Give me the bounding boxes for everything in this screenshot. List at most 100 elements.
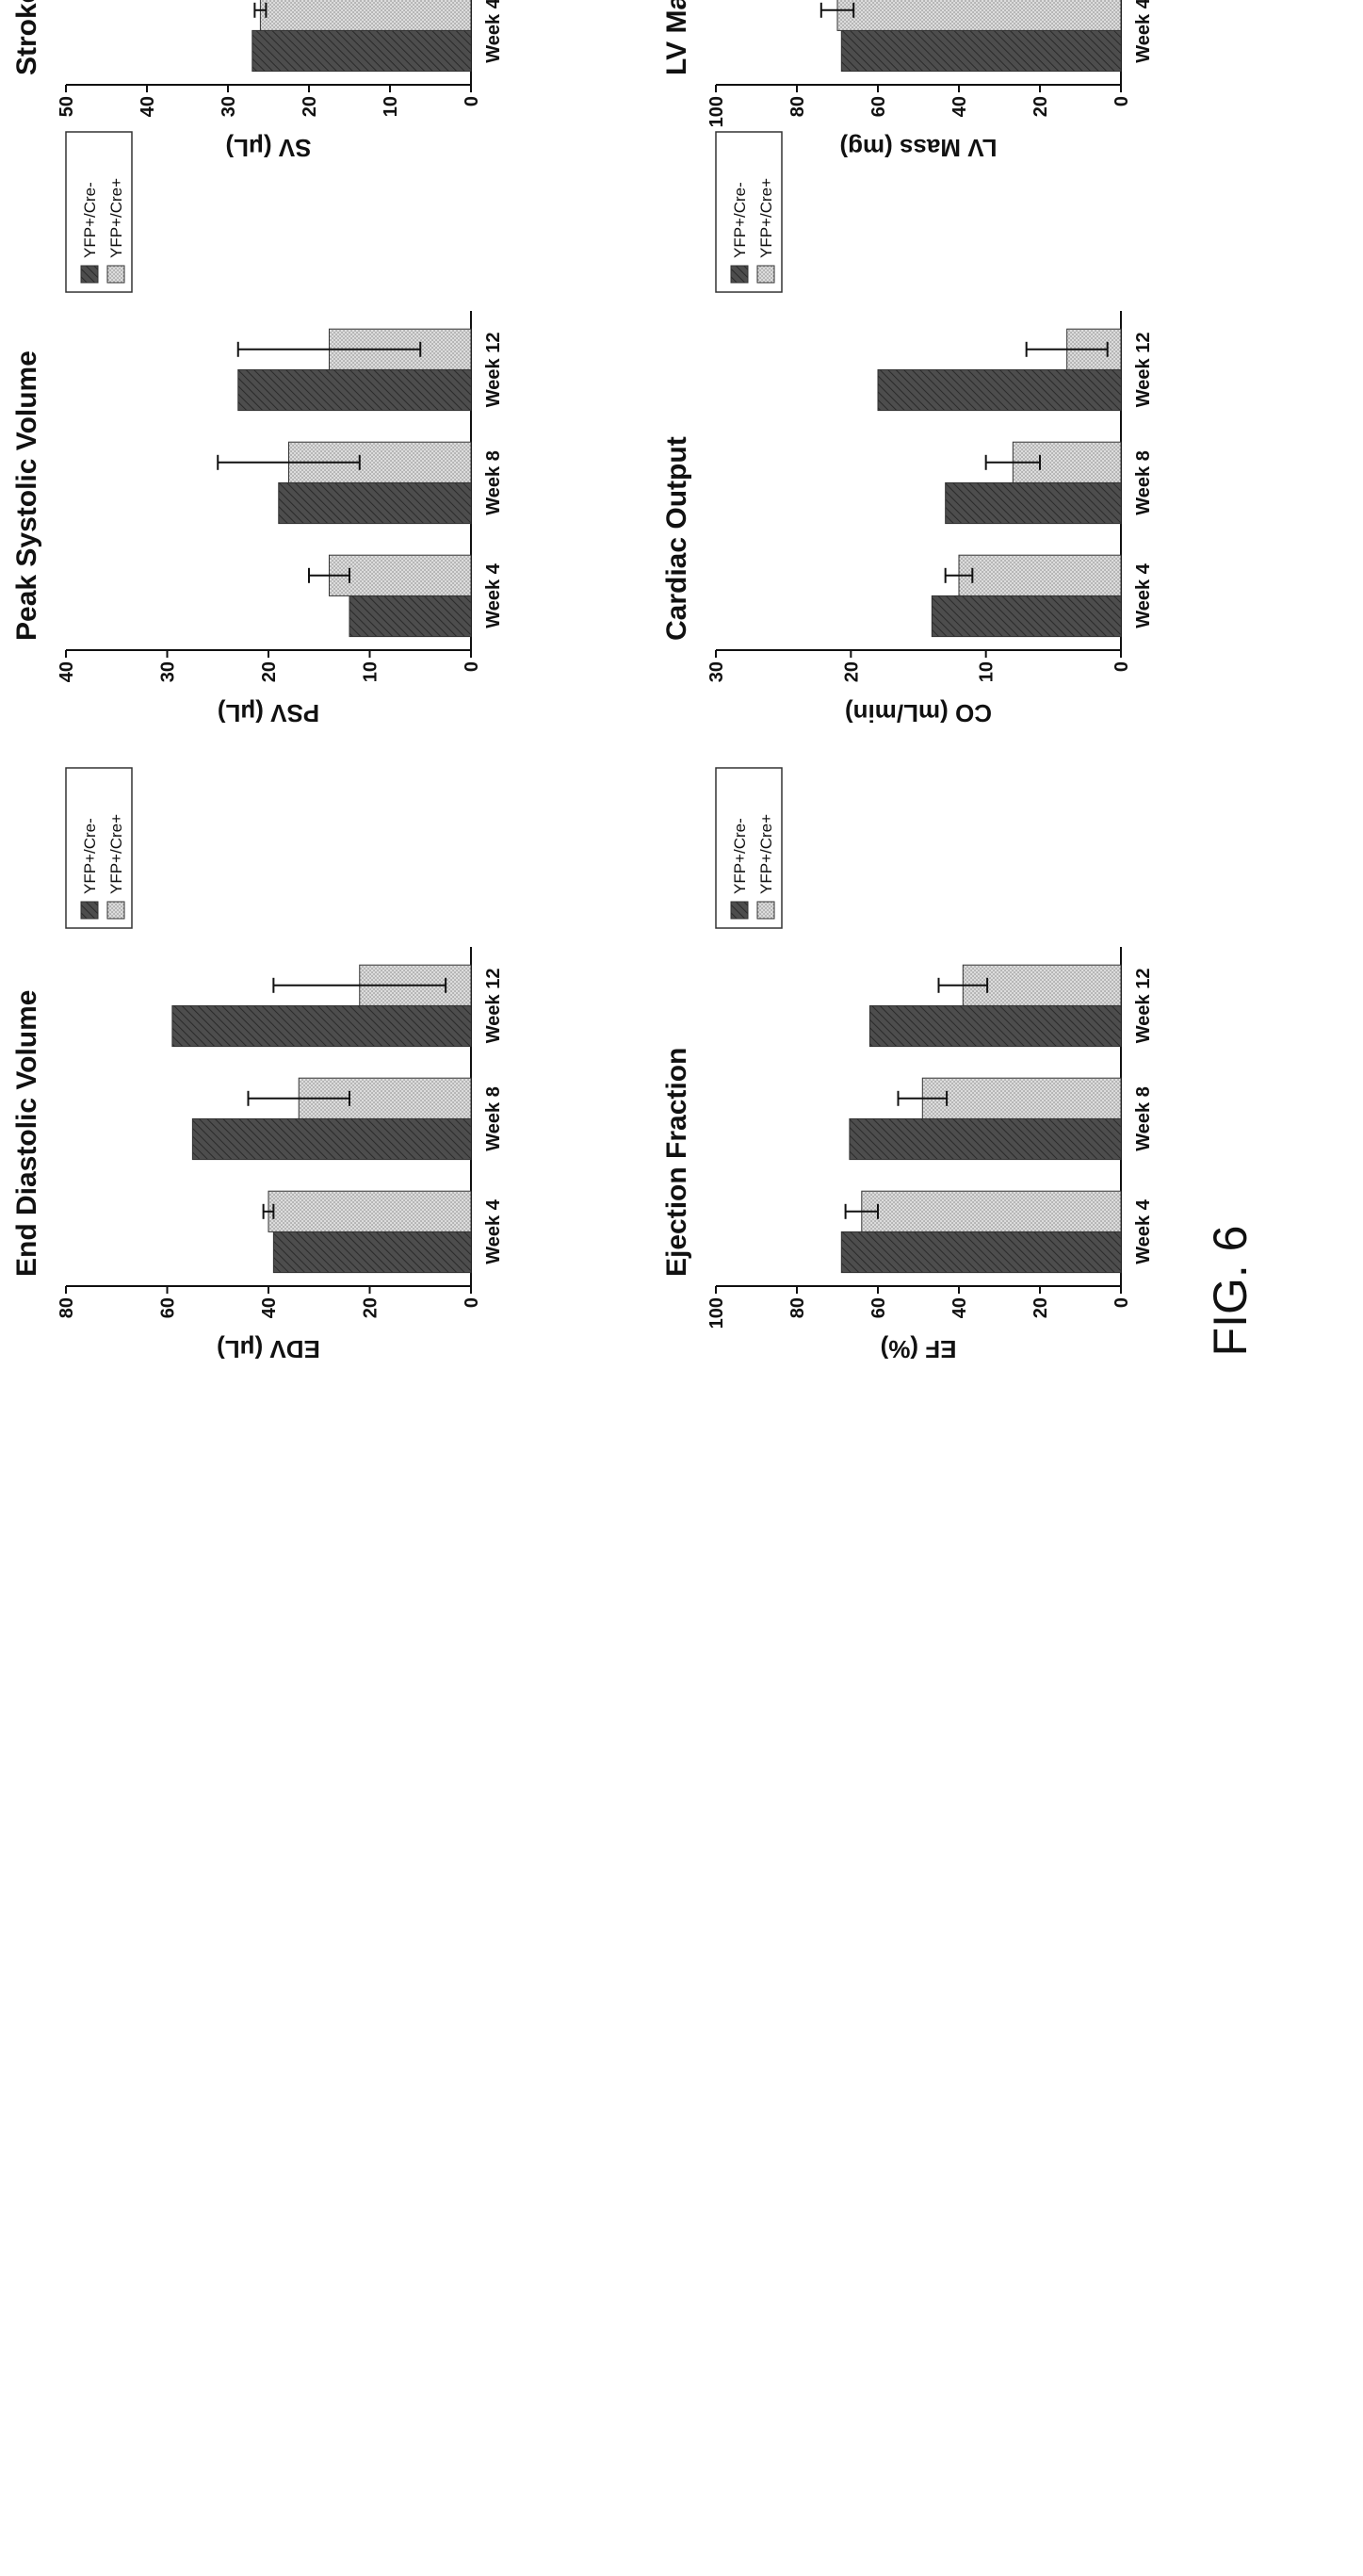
- bar-cre-pos: [921, 1077, 1122, 1119]
- legend-label: YFP+/Cre-: [731, 182, 749, 258]
- legend-box: [715, 131, 783, 293]
- y-tick-label: 40: [949, 1297, 970, 1318]
- bar-cre-pos: [268, 1190, 472, 1232]
- bar-cre-pos: [329, 554, 472, 596]
- bar-cre-pos: [836, 0, 1122, 31]
- legend-box: [65, 767, 133, 929]
- legend-label: YFP+/Cre-: [731, 818, 749, 894]
- y-tick-label: 40: [138, 96, 158, 117]
- chart-edv: End Diastolic Volume EDV (μL) 0 20 40 60 80 Wee…: [11, 767, 504, 1363]
- y-tick-label: 30: [706, 661, 727, 682]
- y-tick-label: 0: [462, 1297, 482, 1308]
- legend-label: YFP+/Cre+: [757, 814, 775, 894]
- chart-title: Stroke Volume: [11, 0, 42, 75]
- y-tick-label: 0: [1111, 96, 1132, 106]
- x-tick-label: Week 4: [1133, 1198, 1154, 1264]
- y-tick-label: 20: [841, 661, 862, 682]
- legend-swatch: [730, 901, 749, 920]
- x-tick-label: Week 4: [1133, 562, 1154, 628]
- x-tick-label: Week 8: [483, 1086, 504, 1151]
- chart-title: Ejection Fraction: [661, 1048, 692, 1277]
- chart-co: Cardiac Output CO (mL/min) 0 10 20 30 Week 4 We…: [661, 131, 1154, 727]
- y-tick-label: 80: [57, 1297, 77, 1318]
- y-tick-label: 10: [381, 96, 401, 117]
- y-tick-label: 20: [1030, 96, 1051, 117]
- chart-title: End Diastolic Volume: [11, 990, 42, 1278]
- legend-label: YFP+/Cre+: [107, 814, 125, 894]
- chart-panels: End Diastolic Volume EDV (μL) 0 20 40 60 80 Wee…: [11, 0, 1154, 1363]
- y-axis-label: LV Mass (mg): [839, 134, 997, 162]
- legend-box: [715, 767, 783, 929]
- bar-cre-neg: [252, 29, 472, 73]
- x-tick-label: Week 12: [483, 969, 504, 1044]
- x-tick-label: Week 4: [483, 562, 504, 628]
- y-tick-label: 10: [361, 661, 381, 682]
- x-tick-label: Week 8: [1133, 450, 1154, 515]
- bar-cre-pos: [861, 1190, 1122, 1232]
- y-axis-label: EDV (μL): [217, 1335, 320, 1363]
- x-tick-label: Week 12: [1133, 333, 1154, 408]
- y-tick-label: 20: [361, 1297, 381, 1318]
- y-tick-label: 20: [1030, 1297, 1051, 1318]
- x-tick-label: Week 4: [483, 0, 504, 63]
- y-tick-label: 80: [787, 1297, 808, 1318]
- y-tick-label: 40: [57, 661, 77, 682]
- y-tick-label: 40: [259, 1297, 280, 1318]
- legend-swatch: [80, 901, 99, 920]
- bar-cre-neg: [272, 1231, 472, 1274]
- bar-cre-neg: [237, 368, 472, 412]
- bar-cre-neg: [945, 481, 1122, 525]
- legend-label: YFP+/Cre-: [81, 818, 99, 894]
- legend-swatch: [756, 265, 775, 284]
- chart-ef-body: Ejection Fraction EF (%) 0 20 40 60 80 100 Week …: [661, 767, 1154, 1363]
- y-tick-label: 30: [219, 96, 239, 117]
- y-axis-label: SV (μL): [225, 134, 311, 162]
- legend-swatch: [106, 265, 125, 284]
- y-tick-label: 60: [158, 1297, 179, 1318]
- legend-label: YFP+/Cre+: [107, 178, 125, 258]
- chart-title: Peak Systolic Volume: [11, 351, 42, 641]
- y-tick-label: 80: [787, 96, 808, 117]
- bar-cre-neg: [877, 368, 1122, 412]
- x-tick-label: Week 12: [483, 333, 504, 408]
- x-tick-label: Week 8: [483, 450, 504, 515]
- bar-cre-neg: [849, 1117, 1122, 1161]
- y-axis-label: PSV (μL): [218, 699, 319, 727]
- y-tick-label: 100: [706, 1297, 727, 1329]
- bar-cre-neg: [840, 29, 1122, 73]
- legend-swatch: [730, 265, 749, 284]
- legend-label: YFP+/Cre-: [81, 182, 99, 258]
- legend-label: YFP+/Cre+: [757, 178, 775, 258]
- legend-box: [65, 131, 133, 293]
- y-axis-label: EF (%): [881, 1335, 957, 1363]
- y-tick-label: 60: [868, 1297, 889, 1318]
- y-tick-label: 0: [462, 96, 482, 106]
- y-tick-label: 30: [158, 661, 179, 682]
- bar-cre-neg: [868, 1004, 1122, 1048]
- bar-cre-neg: [349, 595, 472, 638]
- x-tick-label: Week 8: [1133, 1086, 1154, 1151]
- y-axis-label: CO (mL/min): [845, 699, 992, 727]
- legend-swatch: [106, 901, 125, 920]
- bar-cre-pos: [958, 554, 1122, 596]
- y-tick-label: 0: [462, 661, 482, 672]
- bar-cre-neg: [171, 1004, 472, 1048]
- bar-cre-neg: [840, 1231, 1122, 1274]
- chart-title: Cardiac Output: [661, 436, 692, 641]
- x-tick-label: Week 4: [483, 1198, 504, 1264]
- chart-co-body: Cardiac Output CO (mL/min) 0 10 20 30 Week 4 We…: [661, 131, 1154, 727]
- figure-label: FIG. 6: [1204, 1226, 1257, 1357]
- y-tick-label: 40: [949, 96, 970, 117]
- bar-cre-neg: [931, 595, 1122, 638]
- chart-psv: Peak Systolic Volume PSV (μL) 0 10 20 30 40 Wee…: [11, 131, 504, 727]
- legend-swatch: [80, 265, 99, 284]
- y-tick-label: 10: [977, 661, 998, 682]
- bar-cre-pos: [259, 0, 472, 31]
- y-tick-label: 100: [706, 96, 727, 127]
- chart-psv-body: Peak Systolic Volume PSV (μL) 0 10 20 30 40 Wee…: [11, 131, 504, 727]
